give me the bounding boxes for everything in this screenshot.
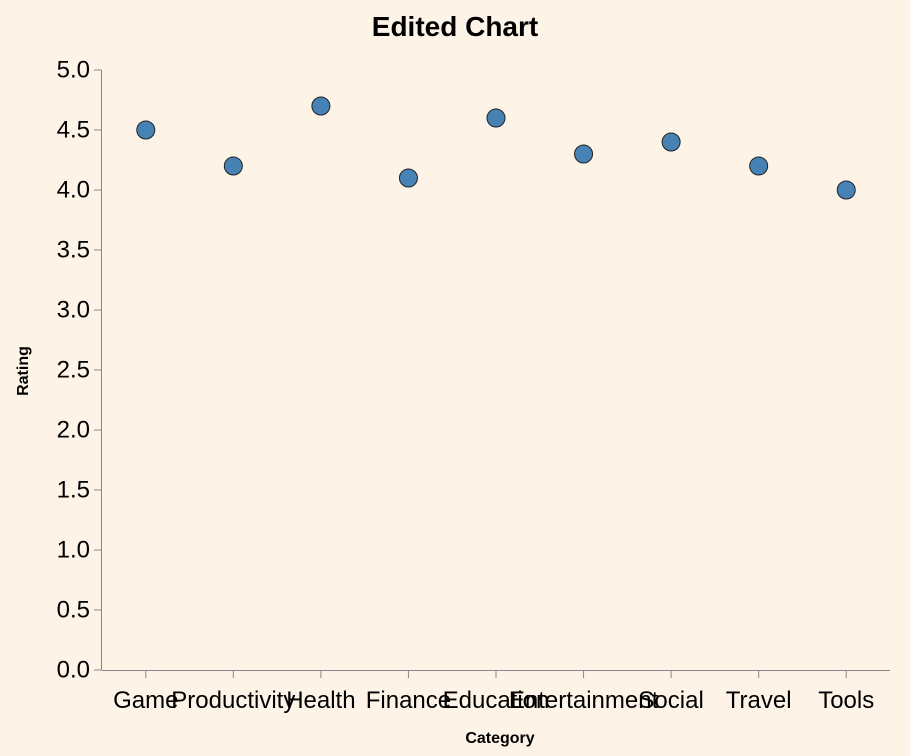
chart-title: Edited Chart [372, 11, 538, 42]
y-tick-label: 3.5 [57, 237, 90, 264]
y-tick-label: 2.0 [57, 417, 90, 444]
data-point [749, 156, 769, 176]
data-points [136, 96, 856, 200]
x-tick-label: Finance [366, 687, 451, 714]
y-tick-label: 2.5 [57, 357, 90, 384]
data-point [223, 156, 243, 176]
data-point [836, 180, 856, 200]
y-tick-label: 0.0 [57, 657, 90, 684]
data-point [398, 168, 418, 188]
x-tick-label: Travel [726, 687, 792, 714]
y-tick-label: 1.0 [57, 537, 90, 564]
x-tick-label: Social [638, 687, 703, 714]
data-point [574, 144, 594, 164]
data-point [311, 96, 331, 116]
x-tick-label: Health [286, 687, 355, 714]
y-tick-label: 4.5 [57, 117, 90, 144]
y-tick-label: 1.5 [57, 477, 90, 504]
x-tick-label: Game [113, 687, 178, 714]
data-point [661, 132, 681, 152]
data-point [486, 108, 506, 128]
x-tick-label: Tools [818, 687, 874, 714]
y-tick-label: 4.0 [57, 177, 90, 204]
x-tick-label: Entertainment [509, 687, 659, 714]
x-axis-label: Category [465, 730, 534, 747]
y-tick-label: 0.5 [57, 597, 90, 624]
x-tick-label: Education [443, 687, 550, 714]
data-point [136, 120, 156, 140]
y-tick-label: 5.0 [57, 57, 90, 84]
y-axis: 0.0 0.5 1.0 1.5 2.0 2.5 3.0 3.5 4.0 4.5 5.0 [57, 57, 102, 684]
y-axis-label: Rating [15, 346, 32, 396]
y-tick-label: 3.0 [57, 297, 90, 324]
x-tick-label: Productivity [171, 687, 295, 714]
